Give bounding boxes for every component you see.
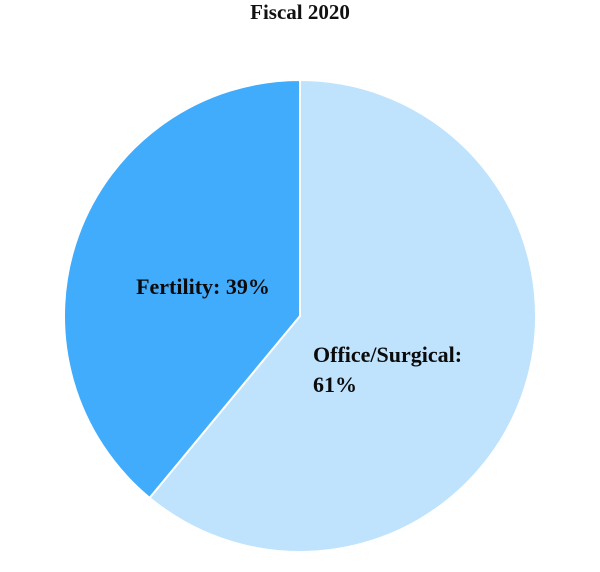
slice-label-office-surgical: Office/Surgical: 61%	[313, 342, 462, 397]
chart-title: Fiscal 2020	[250, 0, 350, 24]
pie-labels: Office/Surgical: 61% Fertility: 39%	[136, 274, 462, 397]
pie-slice-fertility	[63, 78, 301, 500]
slice-label-fertility: Fertility: 39%	[136, 274, 270, 299]
pie-slices	[63, 78, 537, 553]
pie-slice-office-surgical	[148, 78, 537, 553]
